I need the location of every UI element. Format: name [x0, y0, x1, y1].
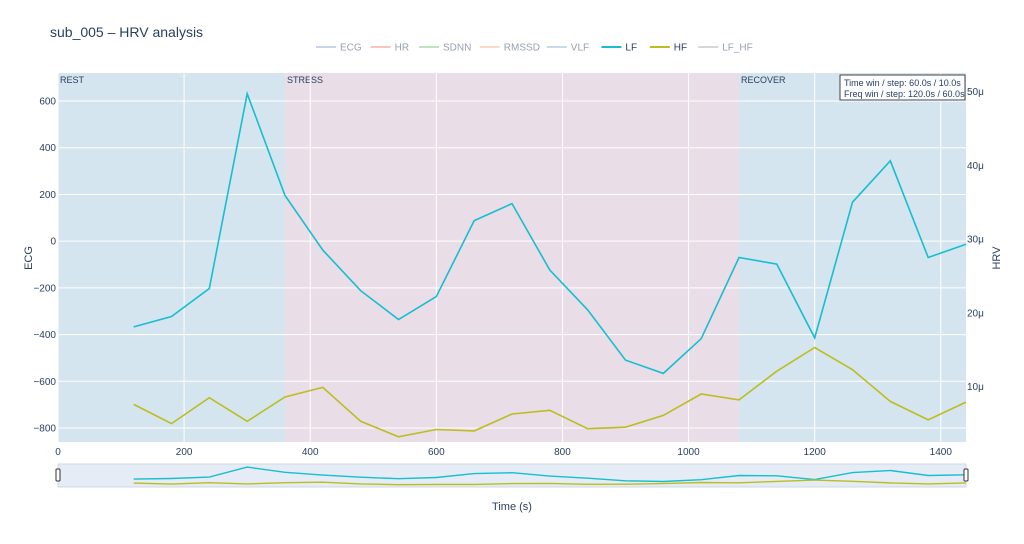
- y-right-tick-label: 20μ: [967, 308, 984, 319]
- x-tick-label: 400: [302, 447, 319, 458]
- gridlines: [57, 73, 966, 442]
- legend-label: LF: [625, 43, 637, 54]
- range-slider-line-hf: [133, 479, 967, 486]
- legend-label: HF: [674, 43, 687, 54]
- y-left-axis-label: ECG: [23, 246, 35, 270]
- region-recover: [739, 73, 966, 442]
- legend: ECG HR SDNN RMSSD VLF LF HF LF_HF: [316, 43, 753, 54]
- x-tick-label: 0: [55, 447, 61, 458]
- y-right-tick-labels: 50μ 40μ 30μ 20μ 10μ: [967, 87, 984, 393]
- legend-label: RMSSD: [504, 43, 540, 54]
- range-slider[interactable]: [55, 463, 969, 488]
- range-slider-handle-right[interactable]: [963, 468, 969, 482]
- y-left-tick-label: −200: [33, 283, 56, 294]
- y-right-tick-label: 50μ: [967, 87, 984, 98]
- x-tick-label: 1000: [677, 447, 700, 458]
- annotation-frame: [839, 74, 966, 101]
- y-left-tick-label: −400: [33, 330, 56, 341]
- legend-item-lf_hf[interactable]: LF_HF: [698, 43, 753, 54]
- x-tick-labels: 0 200 400 600 800 1000 1200 1400: [55, 447, 952, 458]
- plot-area: REST STRESS RECOVER: [58, 73, 966, 442]
- y-left-tick-label: −800: [33, 423, 56, 434]
- legend-label: LF_HF: [722, 43, 753, 54]
- y-left-tick-labels: 600 400 200 0 −200 −400 −600 −800: [33, 97, 56, 435]
- region-label-stress: STRESS: [287, 75, 323, 85]
- y-right-axis-label: HRV: [991, 246, 1003, 270]
- y-left-tick-label: −600: [33, 377, 56, 388]
- region-label-rest: REST: [60, 75, 85, 85]
- region-label-recover: RECOVER: [741, 75, 786, 85]
- y-right-tick-label: 40μ: [967, 161, 984, 172]
- legend-label: VLF: [571, 43, 589, 54]
- y-left-tick-label: 200: [39, 190, 56, 201]
- annotation-line-2: Freq win / step: 120.0s / 60.0s: [844, 89, 965, 99]
- x-tick-label: 1400: [930, 447, 953, 458]
- y-left-tick-label: 600: [39, 97, 56, 108]
- legend-item-ecg[interactable]: ECG: [316, 43, 362, 54]
- legend-item-hf[interactable]: HF: [649, 43, 687, 54]
- annotation-line-1: Time win / step: 60.0s / 10.0s: [844, 78, 961, 88]
- series-lines: [133, 90, 967, 438]
- x-tick-label: 200: [176, 447, 193, 458]
- x-tick-label: 600: [428, 447, 445, 458]
- range-slider-handle-left[interactable]: [55, 468, 61, 482]
- y-right-tick-label: 30μ: [967, 235, 984, 246]
- y-right-tick-label: 10μ: [967, 382, 984, 393]
- legend-item-sdnn[interactable]: SDNN: [419, 43, 471, 54]
- legend-item-lf[interactable]: LF: [601, 43, 637, 54]
- x-tick-label: 1200: [804, 447, 827, 458]
- y-left-tick-label: 0: [50, 237, 56, 248]
- annotation-box: Time win / step: 60.0s / 10.0s Freq win …: [839, 74, 966, 101]
- chart-title: sub_005 – HRV analysis: [50, 24, 203, 40]
- y-left-tick-label: 400: [39, 143, 56, 154]
- legend-item-vlf[interactable]: VLF: [546, 43, 589, 54]
- x-tick-label: 800: [554, 447, 571, 458]
- x-axis-label: Time (s): [492, 501, 532, 513]
- series-line-lf: [133, 90, 967, 375]
- legend-item-rmssd[interactable]: RMSSD: [479, 43, 540, 54]
- legend-label: ECG: [340, 43, 362, 54]
- series-line-hf: [133, 346, 967, 438]
- legend-item-hr[interactable]: HR: [370, 43, 409, 54]
- legend-label: HR: [395, 43, 409, 54]
- region-rest: [58, 73, 285, 442]
- legend-label: SDNN: [443, 43, 471, 54]
- range-slider-line-lf: [133, 466, 967, 483]
- region-stress: [285, 73, 739, 442]
